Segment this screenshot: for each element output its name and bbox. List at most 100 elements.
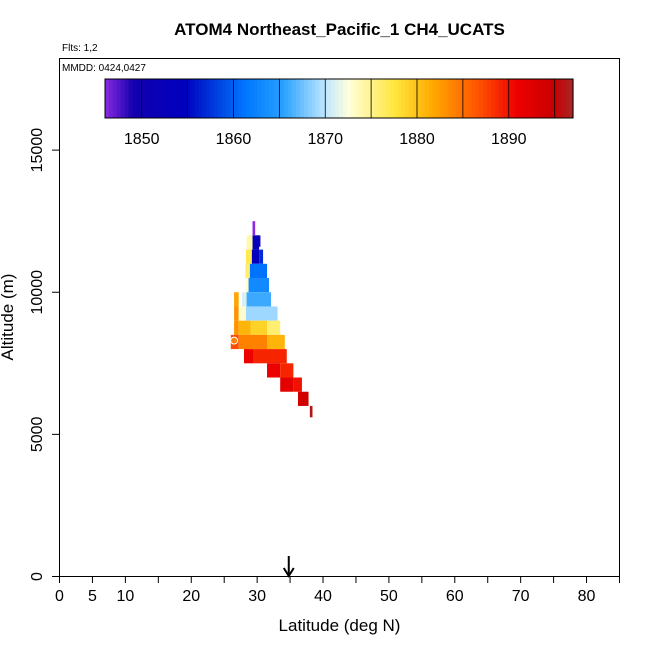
colorbar-segment	[358, 79, 363, 118]
colorbar-segment	[284, 79, 289, 118]
colorbar-segment	[210, 79, 215, 118]
data-cell	[280, 363, 294, 378]
colorbar-segment	[179, 79, 184, 118]
colorbar-segment	[530, 79, 535, 118]
colorbar-segment	[331, 79, 336, 118]
colorbar-segment	[307, 79, 313, 118]
data-cell	[253, 349, 287, 364]
colorbar-segment	[565, 79, 570, 118]
data-cell	[238, 306, 246, 321]
colorbar-segment	[167, 79, 172, 118]
colorbar-segment	[428, 79, 434, 118]
data-cell	[245, 306, 278, 321]
x-tick-label: 40	[314, 588, 332, 605]
colorbar-segment	[296, 79, 301, 118]
colorbar-tick-label: 1860	[216, 131, 252, 148]
x-tick-label: 60	[446, 588, 464, 605]
data-cell	[248, 278, 269, 293]
data-cell	[252, 235, 260, 250]
colorbar-segment	[413, 79, 418, 118]
x-tick-label: 70	[512, 588, 530, 605]
data-cell	[309, 405, 313, 418]
colorbar-segment	[276, 79, 282, 118]
colorbar-segment	[237, 79, 243, 118]
x-tick-label: 80	[578, 588, 596, 605]
colorbar-segment	[366, 79, 371, 118]
data-cell	[252, 221, 256, 236]
colorbar-segment	[534, 79, 539, 118]
y-tick-label: 15000	[29, 128, 46, 173]
colorbar-segment	[292, 79, 297, 118]
colorbar-segment	[155, 79, 161, 118]
colorbar-segment	[163, 79, 168, 118]
y-axis-label: Altitude (m)	[0, 274, 17, 361]
colorbar-segment	[183, 79, 188, 118]
colorbar-segment	[522, 79, 527, 118]
data-cell	[234, 306, 239, 321]
data-cell	[246, 292, 271, 307]
colorbar-segment	[393, 79, 399, 118]
colorbar-segment	[257, 79, 262, 118]
colorbar-segment	[264, 79, 270, 118]
data-cells	[230, 221, 313, 418]
colorbar-segment	[225, 79, 231, 118]
colorbar-segment	[409, 79, 414, 118]
colorbar-segment	[151, 79, 157, 118]
colorbar-segment	[397, 79, 402, 118]
y-tick-label: 0	[29, 572, 46, 581]
colorbar-segment	[432, 79, 438, 118]
data-cell	[241, 292, 247, 307]
mmdd-label: MMDD: 0424,0427	[62, 63, 146, 74]
colorbar-segment	[311, 79, 317, 118]
colorbar-segment	[557, 79, 562, 118]
colorbar-segment	[323, 79, 328, 118]
colorbar-segment	[545, 79, 551, 118]
colorbar-segment	[268, 79, 274, 118]
colorbar-segment	[569, 79, 574, 118]
colorbar-outline	[104, 78, 574, 119]
colorbar-segment	[401, 79, 406, 118]
colorbar-segment	[175, 79, 180, 118]
flights-label: Flts: 1,2	[62, 43, 98, 54]
colorbar-segment	[561, 79, 566, 118]
data-cell	[245, 249, 252, 264]
colorbar-segment	[417, 79, 422, 118]
colorbar-tick-label: 1870	[307, 131, 343, 148]
colorbar-segment	[144, 79, 149, 118]
colorbar-segment	[475, 79, 480, 118]
x-tick-label: 10	[116, 588, 134, 605]
x-tick-label: 5	[88, 588, 97, 605]
x-axis: 0 5 10 20 30 40 50 60 70 80	[55, 576, 620, 605]
colorbar-segment	[374, 79, 379, 118]
colorbar-segment	[272, 79, 278, 118]
colorbar-segment	[315, 79, 321, 118]
colorbar-segment	[420, 79, 426, 118]
open-circle-marker	[230, 336, 239, 345]
colorbar-segment	[300, 79, 305, 118]
colorbar-segment	[140, 79, 145, 118]
colorbar-segment	[147, 79, 153, 118]
colorbar-segment	[436, 79, 441, 118]
data-cell	[251, 249, 260, 264]
colorbar-segment	[190, 79, 196, 118]
colorbar-tick-label: 1880	[399, 131, 435, 148]
colorbar-segment	[253, 79, 258, 118]
colorbar-segment	[206, 79, 211, 118]
colorbar-segment	[452, 79, 457, 118]
data-cell	[245, 263, 250, 279]
chart-title: ATOM4 Northeast_Pacific_1 CH4_UCATS	[174, 20, 505, 39]
colorbar-segment	[385, 79, 391, 118]
colorbar-segment	[327, 79, 332, 118]
colorbar-segment	[214, 79, 219, 118]
colorbar-segment	[159, 79, 165, 118]
colorbar-segment	[491, 79, 496, 118]
colorbar-segment	[463, 79, 469, 118]
x-tick-label: 30	[248, 588, 266, 605]
x-axis-label: Latitude (deg N)	[279, 616, 401, 635]
x-tick-label: 50	[380, 588, 398, 605]
colorbar-segment	[483, 79, 488, 118]
colorbar-segment	[459, 79, 465, 118]
colorbar-segment	[171, 79, 176, 118]
colorbar-segment	[389, 79, 395, 118]
